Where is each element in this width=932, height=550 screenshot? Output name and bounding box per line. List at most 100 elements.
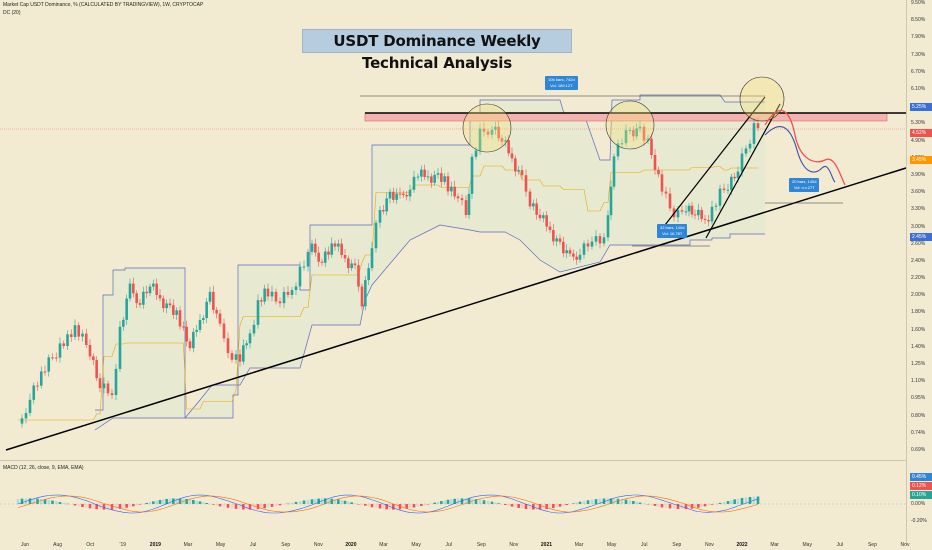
macd-histogram-bar bbox=[664, 504, 668, 508]
candle-body bbox=[653, 155, 657, 170]
major-trendline bbox=[5, 167, 907, 451]
candle-body bbox=[69, 334, 73, 337]
macd-histogram-bar bbox=[594, 499, 598, 504]
donchian-fill bbox=[95, 95, 765, 430]
candle-body bbox=[327, 251, 330, 255]
candle-body bbox=[350, 263, 353, 269]
macd-histogram-bar bbox=[95, 504, 98, 510]
candle-body bbox=[340, 243, 343, 255]
candle-body bbox=[586, 243, 590, 247]
candle-body bbox=[684, 211, 688, 213]
measure-note-right[interactable]: 20 bars, 140d Vol: n.v.27T bbox=[789, 178, 820, 192]
macd-histogram-bar bbox=[470, 498, 474, 504]
candle-body bbox=[320, 261, 324, 263]
macd-histogram-bar bbox=[514, 504, 517, 508]
macd-tick-label: -0.20% bbox=[911, 518, 927, 524]
macd-histogram-bar bbox=[420, 504, 423, 507]
macd-histogram-bar bbox=[198, 501, 202, 504]
candle-body bbox=[388, 191, 392, 199]
candle-body bbox=[700, 209, 703, 219]
macd-histogram-bar bbox=[242, 504, 245, 510]
macd-histogram-bar bbox=[84, 504, 88, 508]
macd-histogram-bar bbox=[700, 504, 703, 508]
macd-histogram-bar bbox=[545, 504, 548, 510]
macd-histogram-bar bbox=[443, 500, 446, 504]
highlight-circle bbox=[739, 76, 785, 122]
macd-histogram-bar bbox=[693, 504, 697, 509]
macd-histogram-bar bbox=[43, 499, 47, 504]
candle-body bbox=[562, 241, 565, 254]
macd-histogram-bar bbox=[357, 504, 360, 505]
candle-body bbox=[650, 138, 653, 155]
candle-body bbox=[205, 301, 208, 319]
measure-note-mid[interactable]: 32 bars, 140d Vol: 16.78T bbox=[657, 224, 688, 238]
candle-body bbox=[102, 383, 106, 389]
measure-note-top[interactable]: 106 bars, 742d Vol: 189.12T bbox=[545, 76, 578, 90]
candle-body bbox=[343, 255, 347, 259]
macd-histogram-bar bbox=[274, 504, 278, 507]
candle-body bbox=[736, 171, 740, 179]
candle-body bbox=[722, 188, 726, 190]
macd-header: MACD (12, 26, close, 9, EMA, EMA) bbox=[3, 465, 84, 471]
candle-body bbox=[464, 200, 468, 215]
candle-body bbox=[558, 238, 562, 242]
macd-histogram-bar bbox=[263, 504, 266, 509]
candle-body bbox=[142, 291, 145, 305]
time-tick-label: May bbox=[411, 542, 421, 548]
candle-body bbox=[202, 318, 205, 320]
price-tick-label: 8.50% bbox=[911, 17, 926, 24]
time-tick-label: 2022 bbox=[736, 542, 748, 548]
time-scale[interactable]: Jun Aug Oct '19 2019 Mar May Jul Sep Nov 2020 Mar Ma… bbox=[0, 539, 909, 550]
time-tick-label: Jul bbox=[249, 542, 257, 548]
macd-histogram-bar bbox=[39, 498, 43, 504]
macd-histogram-bar bbox=[266, 504, 270, 508]
candle-body bbox=[436, 173, 440, 175]
candle-body bbox=[514, 158, 517, 172]
macd-histogram-bar bbox=[337, 499, 340, 504]
donchian-upper-line bbox=[95, 94, 765, 419]
macd-histogram-bar bbox=[497, 503, 500, 504]
macd-histogram-bar bbox=[185, 499, 188, 504]
macd-histogram-bar bbox=[270, 504, 274, 507]
macd-histogram-bar bbox=[590, 499, 594, 504]
price-tick-label: 1.60% bbox=[911, 326, 926, 333]
macd-histogram-bar bbox=[524, 504, 528, 510]
macd-histogram-bar bbox=[650, 504, 653, 506]
macd-histogram-bar bbox=[248, 504, 252, 510]
candle-body bbox=[624, 130, 628, 144]
macd-histogram-bar bbox=[152, 501, 155, 504]
price-tick-label: 7.30% bbox=[911, 51, 926, 58]
macd-histogram-bar bbox=[446, 499, 450, 504]
candle-body bbox=[405, 195, 408, 197]
macd-histogram-bar bbox=[66, 503, 69, 505]
candle-body bbox=[148, 286, 152, 294]
macd-histogram-bar bbox=[212, 504, 215, 505]
macd-histogram-bar bbox=[51, 500, 54, 504]
candle-body bbox=[730, 176, 733, 190]
candle-body bbox=[252, 324, 256, 334]
macd-histogram-bar bbox=[202, 502, 205, 504]
macd-histogram-bar bbox=[148, 502, 152, 504]
candle-body bbox=[195, 329, 198, 332]
candle-body bbox=[538, 214, 542, 219]
candle-body bbox=[155, 283, 158, 295]
macd-histogram-bar bbox=[314, 498, 317, 504]
candle-body bbox=[482, 128, 486, 132]
price-scale[interactable]: 9.50%8.50%7.90%7.30%6.70%6.10%5.70%5.30%… bbox=[906, 0, 932, 545]
candle-body bbox=[535, 203, 538, 215]
macd-histogram-bar bbox=[178, 498, 182, 504]
candle-body bbox=[353, 263, 357, 266]
candle-body bbox=[744, 148, 748, 154]
candle-body bbox=[323, 251, 327, 263]
candle-body bbox=[256, 300, 260, 325]
macd-histogram-bar bbox=[47, 499, 51, 504]
candle-body bbox=[528, 191, 532, 207]
macd-histogram-bar bbox=[54, 501, 58, 504]
macd-histogram-bar bbox=[436, 501, 440, 504]
macd-histogram-bar bbox=[192, 500, 195, 504]
pane-divider[interactable] bbox=[0, 460, 906, 461]
macd-histogram-bar bbox=[668, 504, 672, 509]
macd-histogram-bar bbox=[306, 499, 310, 504]
